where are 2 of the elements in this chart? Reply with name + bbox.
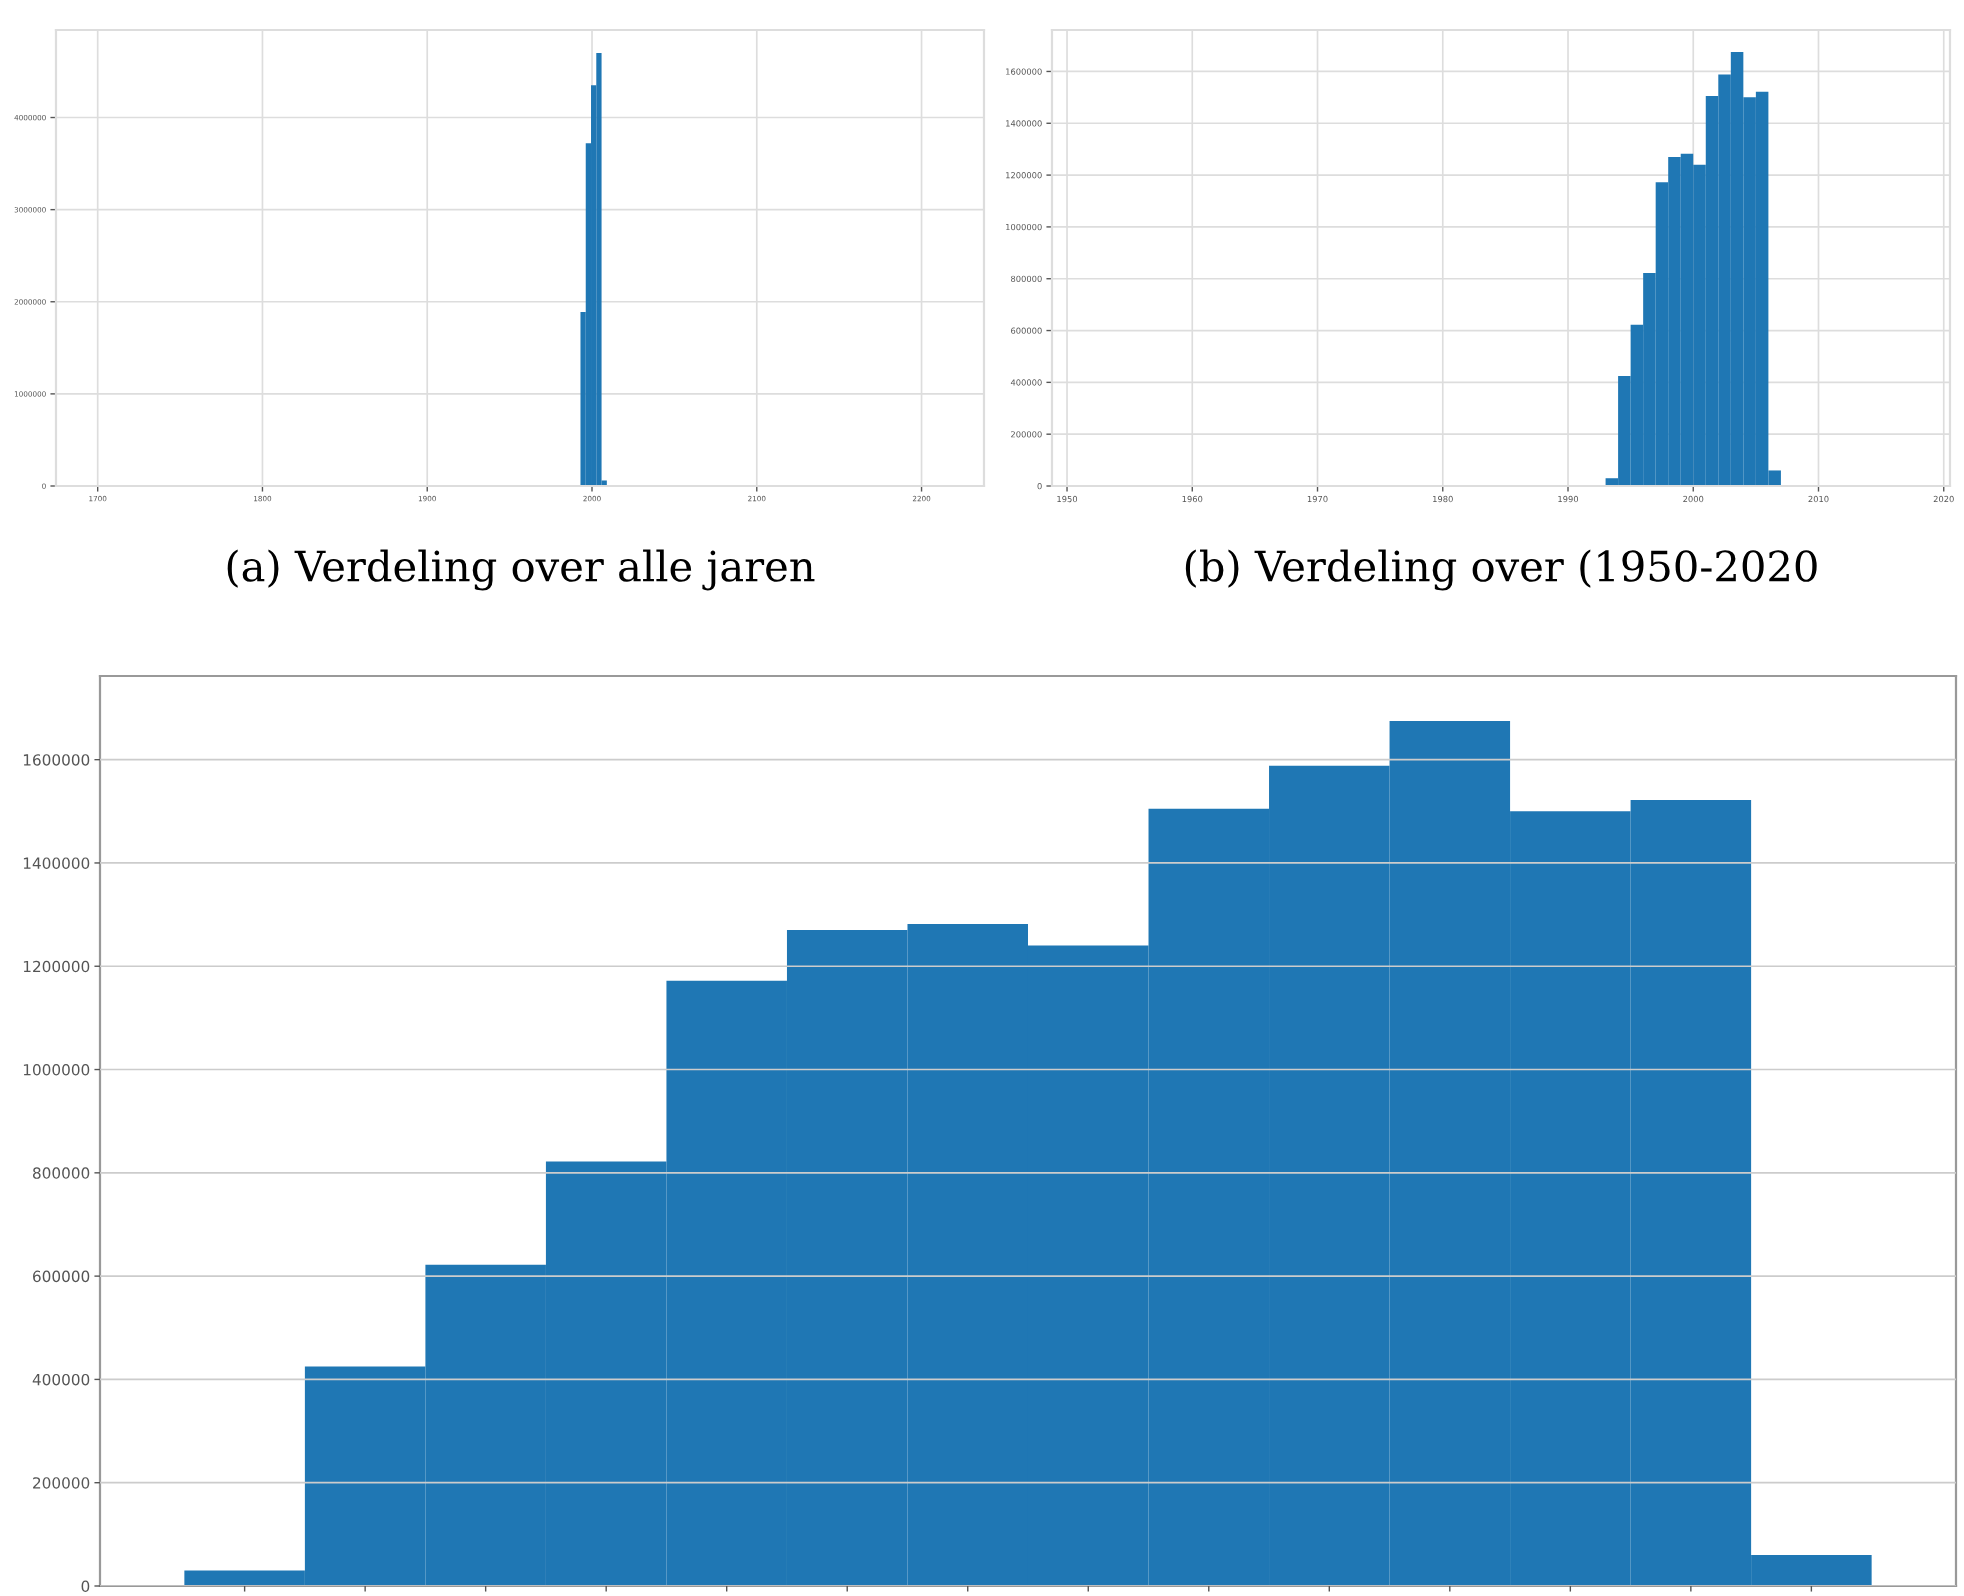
text: (b) Verdeling over (1950-2020 bbox=[1185, 549, 1817, 591]
text: (a) Verdeling over alle jaren bbox=[227, 549, 815, 591]
